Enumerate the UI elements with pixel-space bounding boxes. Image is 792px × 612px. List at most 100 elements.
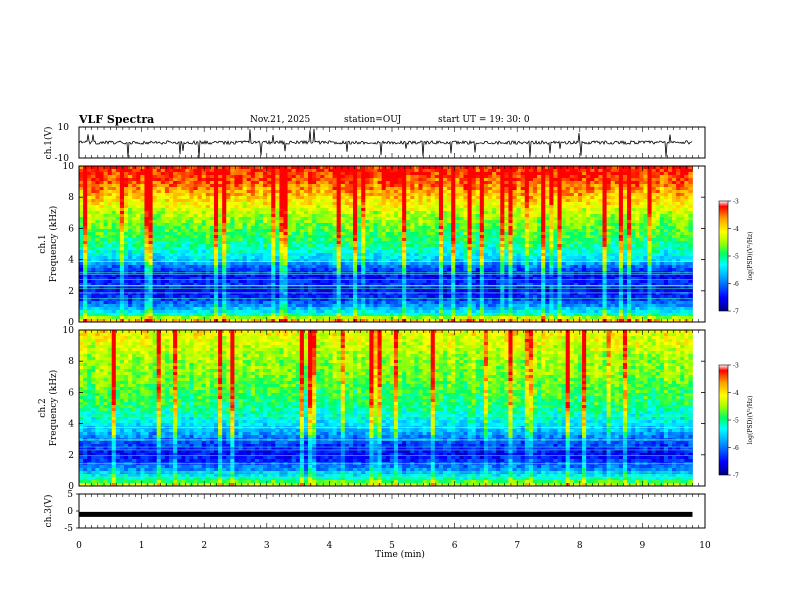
spectrogram-cell [467, 205, 473, 209]
spectrogram-cell [365, 259, 370, 263]
spectrogram-cell [189, 232, 194, 236]
spectrogram-cell [361, 208, 366, 212]
spectrogram-cell [218, 217, 223, 221]
spectrogram-cell [336, 193, 342, 197]
spectrogram-cell [602, 235, 607, 239]
spectrogram-cell [467, 250, 473, 254]
spectrogram-cell [189, 178, 194, 182]
spectrogram-cell [275, 178, 280, 182]
spectrogram-cell [647, 208, 652, 212]
spectrogram-cell [516, 253, 522, 257]
spectrogram-cell [467, 232, 473, 236]
spectrogram-cell [242, 256, 248, 260]
spectrogram-cell [631, 211, 636, 215]
spectrogram-cell [451, 250, 456, 254]
spectrogram-cell [573, 205, 579, 209]
spectrogram-cell [590, 250, 595, 254]
spectrogram-cell [606, 241, 612, 245]
spectrogram-cell [549, 193, 554, 197]
spectrogram-cell [590, 175, 595, 179]
spectrogram-cell [332, 178, 338, 182]
spectrogram-cell [647, 181, 652, 185]
spectrogram-cell [602, 211, 607, 215]
spectrogram-cell [447, 250, 452, 254]
spectrogram-cell [177, 187, 182, 191]
spectrogram-cell [308, 229, 313, 233]
spectrogram-cell [524, 235, 530, 239]
spectrogram-cell [361, 220, 366, 224]
spectrogram-cell [357, 169, 362, 173]
spectrogram-cell [528, 226, 534, 230]
spectrogram-cell [627, 184, 632, 188]
spectrogram-cell [406, 220, 411, 224]
spectrogram-cell [402, 223, 407, 227]
spectrogram-cell [537, 202, 542, 206]
spectrogram-cell [205, 196, 211, 200]
spectrogram-cell [659, 211, 665, 215]
spectrogram-cell [258, 223, 264, 227]
spectrogram-cell [83, 184, 88, 188]
spectrogram-cell [504, 184, 509, 188]
spectrogram-cell [443, 250, 448, 254]
spectrogram-cell [455, 253, 460, 257]
spectrogram-cell [365, 256, 370, 260]
spectrogram-cell [132, 169, 137, 173]
spectrogram-cell [422, 214, 428, 218]
spectrogram-cell [263, 199, 268, 203]
spectrogram-cell [308, 205, 313, 209]
spectrogram-cell [205, 190, 211, 194]
spectrogram-cell [389, 184, 395, 188]
spectrogram-cell [361, 241, 366, 245]
spectrogram-cell [393, 178, 399, 182]
spectrogram-cell [173, 184, 178, 188]
spectrogram-cell [569, 241, 575, 245]
spectrogram-cell [680, 205, 685, 209]
spectrogram-cell [173, 169, 178, 173]
spectrogram-cell [357, 184, 362, 188]
spectrogram-cell [393, 238, 399, 242]
spectrogram-cell [140, 223, 145, 227]
spectrogram-cell [532, 193, 538, 197]
spectrogram-cell [406, 229, 411, 233]
spectrogram-cell [504, 244, 509, 248]
spectrogram-cell [443, 229, 448, 233]
spectrogram-cell [610, 235, 616, 239]
spectrogram-cell [524, 241, 530, 245]
spectrogram-cell [308, 247, 313, 251]
ch1-waveform-panel: 10-10 ch.1(V) [43, 123, 706, 164]
spectrogram-cell [447, 223, 452, 227]
spectrogram-cell [635, 262, 640, 266]
spectrogram-cell [123, 172, 129, 176]
spectrogram-cell [177, 208, 182, 212]
spectrogram-cell [377, 223, 383, 227]
spectrogram-cell [577, 229, 583, 233]
spectrogram-cell [635, 211, 640, 215]
spectrogram-cell [569, 214, 575, 218]
spectrogram-cell [357, 229, 362, 233]
spectrogram-cell [651, 238, 657, 242]
spectrogram-cell [205, 187, 211, 191]
spectrogram-cell [254, 193, 260, 197]
spectrogram-cell [606, 187, 612, 191]
spectrogram-cell [627, 196, 632, 200]
spectrogram-cell [688, 187, 693, 191]
spectrogram-cell [467, 223, 473, 227]
spectrogram-cell [218, 265, 223, 269]
spectrogram-cell [622, 190, 628, 194]
spectrogram-cell [103, 187, 109, 191]
spectrogram-cell [614, 172, 620, 176]
spectrogram-cell [111, 190, 117, 194]
spectrogram-cell [267, 199, 272, 203]
spectrogram-cell [181, 184, 186, 188]
spectrogram-cell [250, 202, 256, 206]
spectrogram-cell [308, 253, 313, 257]
spectrogram-cell [230, 223, 235, 227]
spectrogram-cell [83, 172, 88, 176]
spectrogram-cell [205, 169, 211, 173]
spectrogram-cell [119, 262, 125, 266]
spectrogram-cell [622, 235, 628, 239]
spectrogram-cell [226, 178, 231, 182]
spectrogram-cell [193, 205, 199, 209]
spectrogram-cell [348, 256, 354, 260]
spectrogram-cell [430, 238, 436, 242]
